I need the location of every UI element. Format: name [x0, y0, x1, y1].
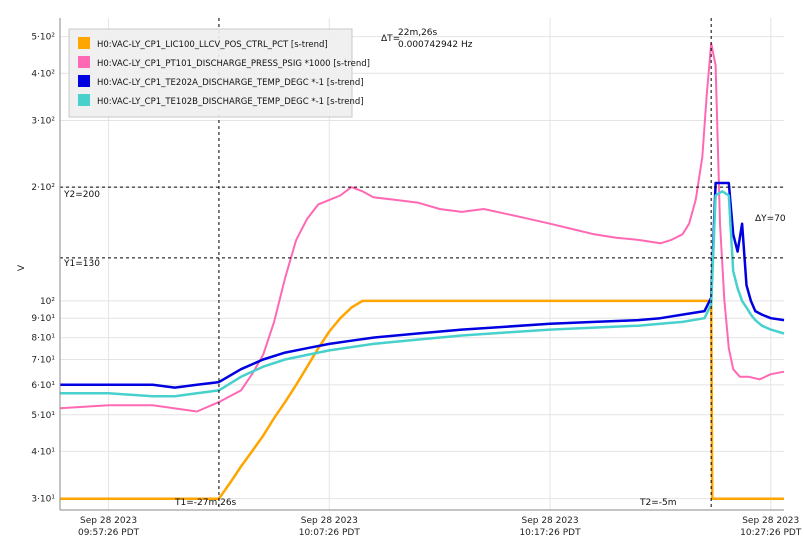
legend-label-2: H0:VAC-LY_CP1_TE202A_DISCHARGE_TEMP_DEGC…: [97, 78, 364, 88]
delta-t-label: ΔT=: [381, 34, 400, 44]
series-line-2: [60, 181, 785, 389]
y-tick-label-4: 7·10¹: [31, 356, 55, 366]
cursor-y1-label: Y1=130: [63, 259, 100, 269]
legend-label-1: H0:VAC-LY_CP1_PT101_DISCHARGE_PRESS_PSIG…: [97, 59, 370, 69]
delta-y-label: ΔY=70: [755, 214, 786, 224]
y-tick-label-3: 6·10¹: [31, 381, 55, 391]
legend-box: [68, 28, 353, 118]
series-line-3: [60, 190, 785, 398]
y-tick-label-1: 4·10¹: [31, 447, 55, 457]
delta-t-frequency: 0.000742942 Hz: [398, 40, 473, 50]
y-axis-ticks: 3·10¹ 4·10¹ 5·10¹ 6·10¹ 7·10¹ 8·10¹ 9·10¹ 10² 2·…: [31, 33, 55, 505]
x-tick-time-1: 10:07:26 PDT: [299, 528, 361, 538]
y-tick-label-7: 10²: [40, 297, 55, 307]
legend-swatch-3: [78, 94, 90, 106]
cursor-t1-label: T1=-27m,26s: [174, 498, 237, 508]
delta-t-value: 22m,26s: [398, 28, 438, 38]
x-tick-time-2: 10:17:26 PDT: [519, 528, 581, 538]
series-line-1: [59, 42, 785, 413]
series-line-0: [60, 299, 784, 500]
y-tick-label-10: 4·10²: [31, 69, 55, 79]
cursor-y2-label: Y2=200: [63, 190, 100, 200]
y-tick-label-0: 3·10¹: [31, 495, 55, 505]
x-tick-time-3: 10:27:26 PDT: [740, 528, 802, 538]
legend-swatch-2: [78, 75, 90, 87]
y-tick-label-6: 9·10¹: [31, 314, 55, 324]
legend-swatch-1: [78, 56, 90, 68]
x-tick-date-2: Sep 28 2023: [522, 516, 579, 526]
legend-label-3: H0:VAC-LY_CP1_TE102B_DISCHARGE_TEMP_DEGC…: [97, 97, 364, 107]
x-tick-date-1: Sep 28 2023: [301, 516, 358, 526]
x-tick-date-3: Sep 28 2023: [742, 516, 799, 526]
cursor-t2-label: T2=-5m: [639, 498, 677, 508]
x-axis-ticks: Sep 28 2023 09:57:26 PDT Sep 28 2023 10:07:…: [78, 516, 802, 538]
x-tick-time-0: 09:57:26 PDT: [78, 528, 140, 538]
legend-swatch-0: [78, 37, 90, 49]
y-axis-label: V: [17, 264, 27, 271]
cursors[interactable]: T1=-27m,26s T2=-5m Y2=200 Y1=130 ΔY=70 Δ…: [60, 18, 786, 510]
x-tick-date-0: Sep 28 2023: [80, 516, 137, 526]
legend: H0:VAC-LY_CP1_LIC100_LLCV_POS_CTRL_PCT […: [68, 28, 370, 118]
y-tick-label-8: 2·10²: [31, 183, 55, 193]
y-tick-label-5: 8·10¹: [31, 334, 55, 344]
y-tick-label-11: 5·10²: [31, 33, 55, 43]
legend-label-0: H0:VAC-LY_CP1_LIC100_LLCV_POS_CTRL_PCT […: [97, 40, 328, 50]
y-tick-label-2: 5·10¹: [31, 411, 55, 421]
series-lines: [59, 42, 785, 500]
y-tick-label-9: 3·10²: [31, 117, 55, 127]
